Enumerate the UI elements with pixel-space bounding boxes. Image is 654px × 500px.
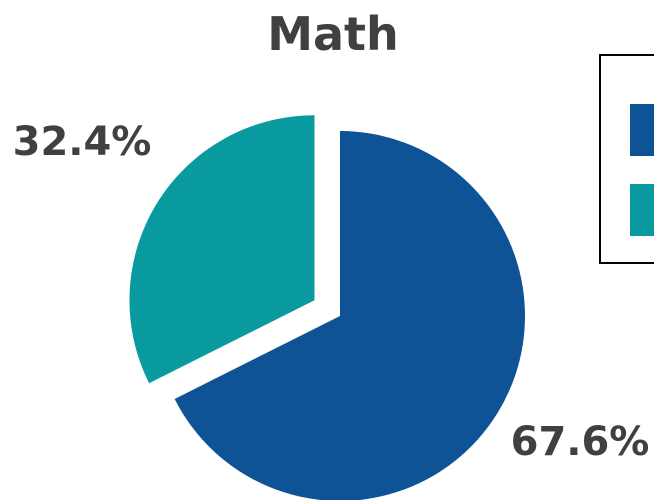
legend-swatch-1 — [630, 104, 654, 156]
chart-title: Math — [267, 7, 399, 61]
pie-slice-2 — [129, 115, 315, 384]
legend-swatch-2 — [630, 184, 654, 236]
slice-label-2: 32.4% — [13, 119, 152, 165]
slice-labels: 67.6% 32.4% — [13, 119, 650, 465]
pie-slices — [129, 115, 525, 500]
slice-label-1: 67.6% — [511, 419, 650, 465]
pie-slice-1 — [174, 131, 525, 500]
legend — [599, 54, 654, 264]
